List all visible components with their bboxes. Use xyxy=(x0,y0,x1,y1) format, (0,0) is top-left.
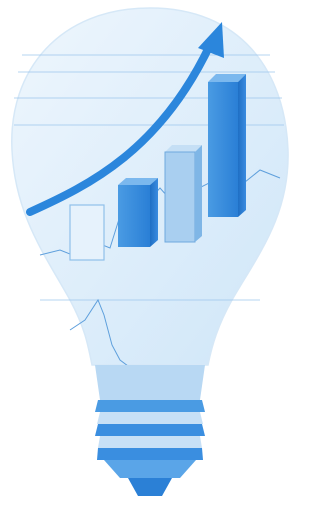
bar-1 xyxy=(70,205,104,260)
page: (() => { const data = JSON.parse(documen… xyxy=(0,0,295,506)
bar-3 xyxy=(165,152,195,242)
bar-2-side xyxy=(150,178,158,247)
bar-2 xyxy=(118,185,150,247)
bulb-base xyxy=(95,365,205,496)
bar-3-side xyxy=(195,145,202,242)
bar-4-side xyxy=(238,74,246,217)
lightbulb-illustration xyxy=(0,0,295,506)
bar-4 xyxy=(208,82,238,217)
